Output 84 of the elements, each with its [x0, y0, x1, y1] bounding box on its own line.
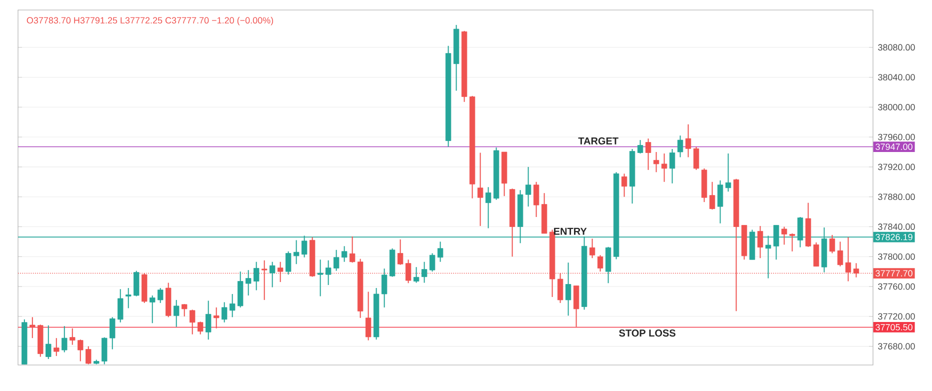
- candlestick: [725, 152, 732, 192]
- candlestick: [837, 241, 844, 267]
- candlestick: [222, 302, 228, 323]
- candlestick: [829, 234, 836, 254]
- y-tick-label: 37800.00: [878, 253, 915, 260]
- candlestick: [46, 324, 52, 360]
- candlestick: [150, 294, 156, 324]
- candlestick: [709, 181, 716, 210]
- candlestick: [325, 260, 332, 286]
- y-tick-label: 37920.00: [878, 164, 915, 170]
- candlestick: [413, 266, 420, 284]
- candlestick: [789, 232, 796, 252]
- y-tick-label: 37840.00: [878, 224, 915, 230]
- candlestick: [254, 261, 260, 291]
- candlestick: [485, 186, 492, 229]
- candlestick: [669, 148, 676, 184]
- candlestick: [637, 140, 644, 154]
- ref-line-label: 37705.50: [876, 324, 912, 330]
- candlestick: [270, 261, 276, 288]
- candlestick: [573, 285, 580, 328]
- candlestick: [677, 135, 684, 158]
- candlestick: [190, 309, 196, 335]
- candlestick: [589, 238, 596, 259]
- candlestick: [294, 240, 300, 265]
- ref-line-label: 37826.19: [876, 234, 912, 240]
- candlestick: [30, 316, 36, 339]
- candlestick: [365, 291, 372, 341]
- candlestick: [317, 259, 324, 297]
- text: O37783.70 H37791.25 L37772.25 C37777.70 −1.20 (−0.00%): [26, 16, 274, 26]
- candlestick: [62, 326, 68, 353]
- candlestick: [717, 180, 724, 224]
- y-tick-label: 37680.00: [878, 343, 915, 350]
- candlestick: [54, 338, 60, 357]
- candlestick: [102, 336, 108, 365]
- candlestick: [437, 241, 444, 262]
- candlestick: [757, 225, 764, 259]
- candlestick: [605, 246, 612, 284]
- candlestick: [685, 124, 692, 158]
- y-tick-label: 38080.00: [878, 44, 915, 51]
- candlestick: [286, 250, 292, 276]
- candlestick: [134, 270, 140, 297]
- candlestick: [158, 288, 164, 304]
- candlestick: [813, 242, 820, 267]
- candlestick: [126, 288, 132, 309]
- candlestick: [118, 288, 124, 323]
- candlestick: [621, 173, 628, 198]
- candlestick: [645, 138, 652, 170]
- candlestick: [198, 321, 204, 335]
- candlestick: [565, 262, 572, 316]
- y-tick-label: 37960.00: [878, 134, 915, 140]
- annotation: STOP LOSS: [619, 330, 676, 337]
- candlestick: [333, 249, 340, 272]
- annotation: TARGET: [578, 137, 618, 144]
- candlestick: [349, 236, 356, 264]
- candlestick: [70, 328, 76, 346]
- candlestick: [78, 339, 84, 362]
- candlestick: [533, 181, 540, 218]
- y-tick-label: 38000.00: [878, 104, 915, 110]
- candlestick: [781, 226, 788, 246]
- candlestick: [429, 252, 436, 272]
- annotation: ENTRY: [554, 228, 587, 235]
- candlestick: [86, 346, 92, 365]
- candlestick: [206, 300, 212, 340]
- ref-line-label: 37947.00: [876, 144, 912, 150]
- candlestick: [525, 166, 532, 208]
- candlestick: [174, 299, 180, 328]
- candlestick: [661, 152, 668, 182]
- y-tick-label: 37880.00: [878, 194, 915, 200]
- candlestick: [110, 316, 116, 350]
- ref-line-label: 37777.70: [876, 270, 912, 276]
- candlestick: [341, 246, 348, 262]
- y-tick-label: 37760.00: [878, 283, 915, 290]
- candlestick: [397, 238, 404, 266]
- candlestick: [477, 152, 484, 226]
- candlestick: [693, 146, 700, 170]
- candlestick: [214, 306, 220, 329]
- y-tick-label: 38040.00: [878, 74, 915, 80]
- candlestick: [653, 151, 660, 173]
- candlestick: [421, 261, 428, 284]
- candlestick: [381, 268, 388, 308]
- candlestick: [246, 270, 252, 296]
- y-tick-label: 37720.00: [878, 313, 915, 320]
- candlestick: [182, 304, 188, 317]
- candlestick: [230, 293, 236, 318]
